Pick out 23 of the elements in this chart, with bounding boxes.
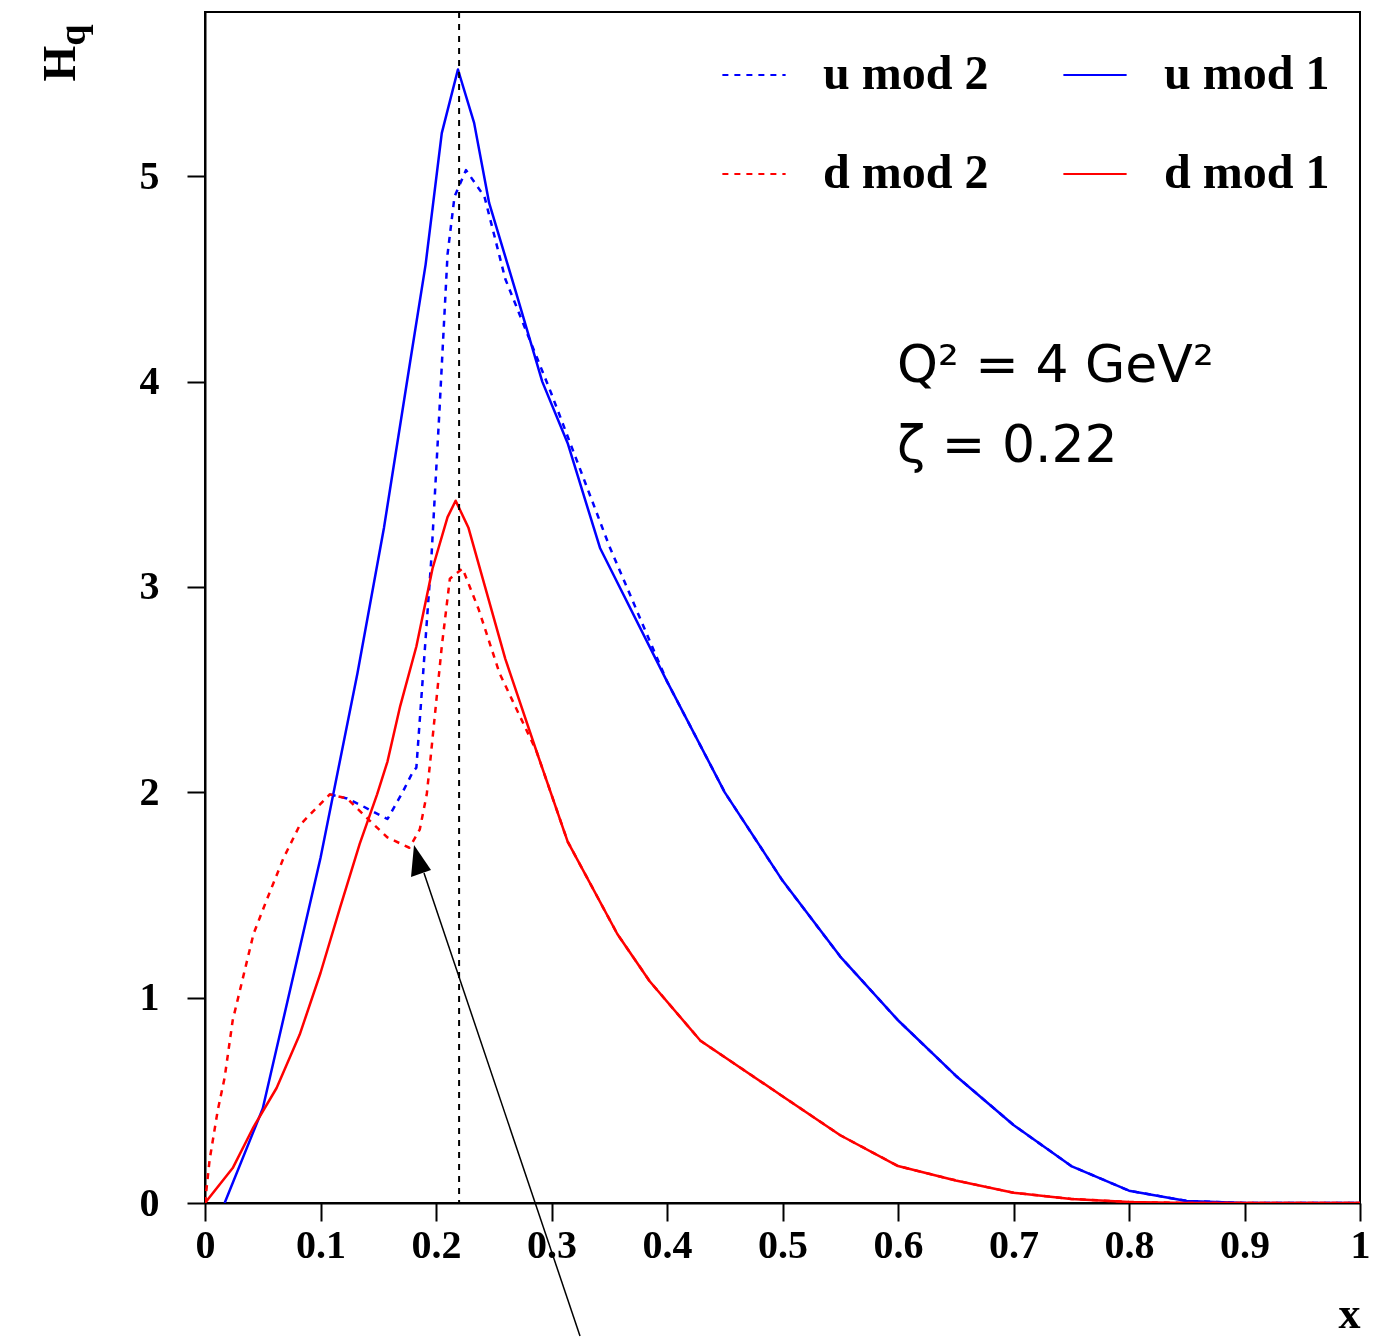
x-tick-label: 0.5: [758, 1221, 808, 1267]
x-tick-label: 0.8: [1104, 1221, 1155, 1267]
x-tick-label: 1: [1350, 1221, 1371, 1267]
x-tick-label: 0: [195, 1221, 216, 1267]
x-tick-label: 0.1: [296, 1221, 346, 1267]
legend-label: d mod 1: [1164, 145, 1330, 198]
annotation: ζ = 0.22: [897, 414, 1118, 474]
x-tick-label: 0.6: [873, 1221, 924, 1267]
x-tick-label: 0.4: [642, 1221, 693, 1267]
x-tick-label: 0.9: [1220, 1221, 1270, 1267]
legend-label: u mod 2: [823, 46, 989, 99]
x-tick-label: 0.7: [989, 1221, 1039, 1267]
legend-label: d mod 2: [823, 145, 989, 198]
legend-label: u mod 1: [1164, 46, 1330, 99]
y-tick-label: 0: [139, 1179, 160, 1225]
y-tick-label: 4: [139, 358, 160, 404]
x-axis-title: x: [1338, 1288, 1361, 1338]
y-tick-label: 2: [139, 768, 160, 814]
y-tick-label: 3: [139, 563, 160, 609]
y-tick-label: 5: [139, 152, 160, 198]
x-tick-label: 0.2: [411, 1221, 462, 1267]
annotation: Q² = 4 GeV²: [897, 334, 1214, 394]
y-tick-label: 1: [139, 974, 160, 1020]
